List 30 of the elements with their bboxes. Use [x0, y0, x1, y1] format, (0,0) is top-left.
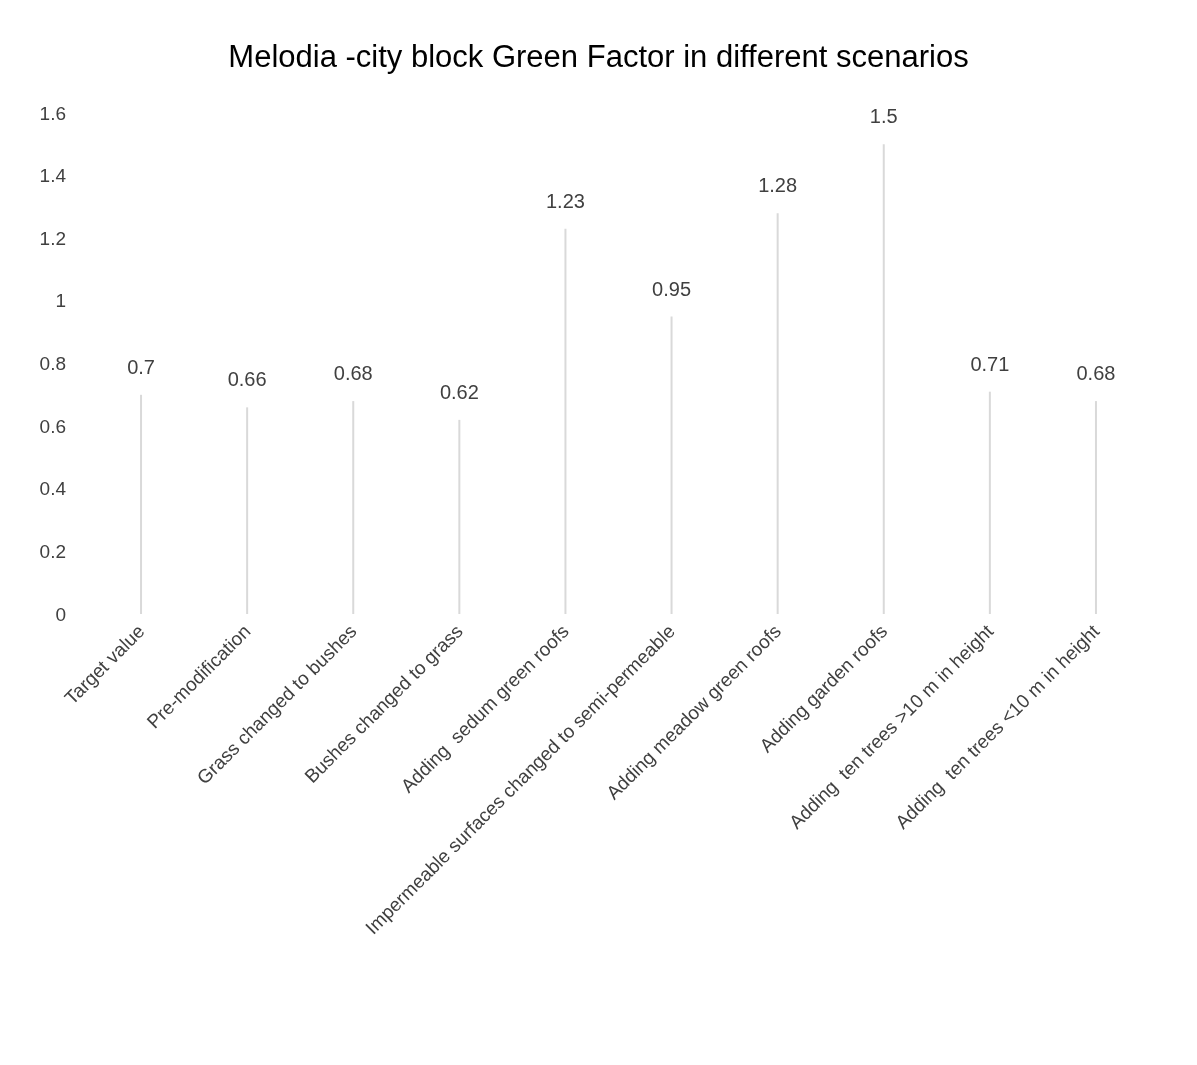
data-label: 0.95	[652, 277, 692, 300]
y-tick-label: 0.8	[39, 353, 66, 374]
bar	[564, 228, 567, 614]
bar	[776, 213, 779, 614]
data-label: 1.28	[758, 174, 798, 197]
bar	[246, 407, 249, 614]
bar	[882, 144, 885, 614]
bar	[140, 394, 143, 614]
data-label: 0.68	[1076, 362, 1116, 385]
bar	[458, 419, 461, 614]
data-label: 0.71	[970, 352, 1010, 375]
data-label: 0.68	[333, 362, 373, 385]
y-tick-label: 0.4	[39, 478, 67, 500]
bar	[988, 391, 991, 614]
y-tick-label: 0	[55, 603, 66, 625]
y-tick-label: 0.6	[39, 415, 66, 437]
data-label: 0.62	[439, 380, 479, 403]
y-tick-label: 1.2	[39, 227, 66, 249]
y-tick-label: 0.2	[39, 540, 66, 562]
y-tick-label: 1.4	[39, 165, 67, 187]
chart-title: Melodia -city block Green Factor in different scenarios	[228, 39, 969, 74]
y-tick-label: 1.6	[39, 102, 66, 124]
bar	[670, 316, 673, 614]
bar	[352, 401, 355, 614]
bar	[1094, 401, 1097, 614]
data-label: 1.5	[869, 105, 898, 128]
data-label: 0.7	[127, 355, 155, 378]
y-tick-label: 1	[55, 290, 66, 312]
data-label: 1.23	[545, 189, 585, 212]
data-label: 0.66	[227, 368, 267, 391]
